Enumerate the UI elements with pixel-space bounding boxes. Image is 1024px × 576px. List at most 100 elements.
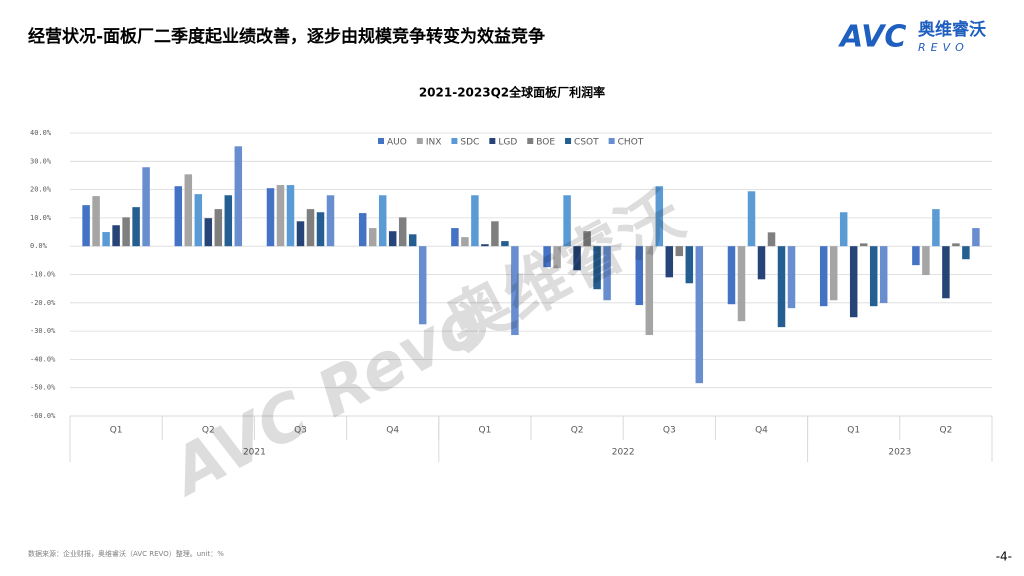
bar [92, 196, 100, 247]
bar [451, 228, 459, 247]
bar [747, 191, 756, 247]
bar [204, 218, 213, 247]
bar [306, 209, 315, 247]
bar [326, 195, 335, 247]
bar [102, 232, 110, 247]
bar [777, 246, 786, 328]
y-tick-label: -40.0% [30, 355, 56, 363]
bar [276, 185, 285, 247]
plot: -60.0% -50.0% -40.0% -30.0% -20.0% -10.0% 0.0%… [30, 129, 993, 462]
x-tick-label: Q1 [478, 426, 491, 436]
bar [511, 246, 519, 336]
group-label: 2021 [243, 448, 266, 458]
bar [757, 246, 766, 280]
bar [932, 209, 940, 247]
bar [112, 225, 120, 247]
logo-mark: AVC [838, 20, 906, 55]
x-tick-label: Q2 [202, 426, 215, 436]
bar [194, 194, 203, 247]
bar [553, 246, 561, 269]
bar [501, 241, 509, 247]
legend-swatch [416, 138, 423, 144]
bar [368, 228, 377, 247]
bar [593, 246, 601, 290]
y-tick-label: 10.0% [30, 214, 52, 222]
bar [655, 186, 664, 247]
bar [849, 246, 858, 318]
group-label: 2022 [612, 448, 635, 458]
bar [296, 221, 305, 247]
legend-label: SDC [460, 138, 479, 148]
bar [879, 246, 888, 304]
bar [922, 246, 930, 276]
bar [675, 246, 684, 257]
bar [972, 228, 980, 247]
bar [819, 246, 828, 307]
x-tick-label: Q2 [939, 426, 952, 436]
legend-label: LGD [498, 138, 517, 148]
bar [942, 246, 950, 299]
bar [603, 246, 611, 301]
bar [665, 246, 674, 278]
x-tick-label: Q1 [847, 426, 860, 436]
bar [234, 146, 243, 247]
y-tick-label: 40.0% [30, 129, 52, 137]
bar [727, 246, 736, 305]
bar [461, 237, 469, 247]
bar [543, 246, 551, 268]
bar [737, 246, 746, 322]
bar [316, 212, 325, 247]
x-tick-label: Q1 [110, 426, 123, 436]
bar [132, 207, 140, 247]
bar [174, 186, 183, 247]
bar [224, 195, 233, 247]
bar [471, 195, 479, 247]
legend-swatch [608, 138, 615, 144]
logo-cn: 奥维睿沃 [918, 19, 986, 40]
bar [184, 174, 193, 247]
y-tick-label: 30.0% [30, 157, 52, 165]
bar [685, 246, 694, 284]
bar [388, 231, 397, 247]
watermark-en: AVC Revo [157, 285, 496, 512]
bar [829, 246, 838, 301]
y-tick-label: -30.0% [30, 327, 56, 335]
bar [839, 212, 848, 247]
bar [418, 246, 427, 325]
bar [378, 195, 387, 247]
legend-label: CHOT [618, 138, 644, 148]
bar [563, 195, 571, 247]
bar [767, 232, 776, 247]
bar [869, 246, 878, 307]
x-tick-label: Q4 [386, 426, 399, 436]
bar [635, 246, 644, 306]
bar [695, 246, 704, 384]
x-tick-label: Q4 [755, 426, 768, 436]
legend-label: AUO [387, 138, 407, 148]
bar [358, 213, 367, 247]
bar [214, 209, 223, 247]
bar [481, 244, 489, 247]
source-note: 数据来源：企业财报，奥维睿沃（AVC REVO）整理。unit：% [28, 549, 224, 558]
y-tick-label: -20.0% [30, 299, 56, 307]
page-number: -4- [996, 550, 1012, 564]
y-tick-label: -10.0% [30, 271, 56, 279]
bar [142, 167, 150, 247]
legend-label: BOE [536, 138, 555, 148]
bar [82, 205, 90, 247]
bar [859, 243, 868, 247]
bar [952, 243, 960, 247]
legend-swatch [451, 138, 458, 144]
bar [912, 246, 920, 266]
y-tick-label: 20.0% [30, 186, 52, 194]
bar [491, 221, 499, 247]
y-tick-label: -60.0% [30, 412, 56, 420]
bar [266, 188, 275, 247]
bar [645, 246, 654, 336]
legend-swatch [378, 138, 384, 144]
legend-label: INX [426, 138, 442, 148]
group-label: 2023 [888, 448, 911, 458]
bar [962, 246, 970, 260]
y-tick-label: -50.0% [30, 384, 56, 392]
